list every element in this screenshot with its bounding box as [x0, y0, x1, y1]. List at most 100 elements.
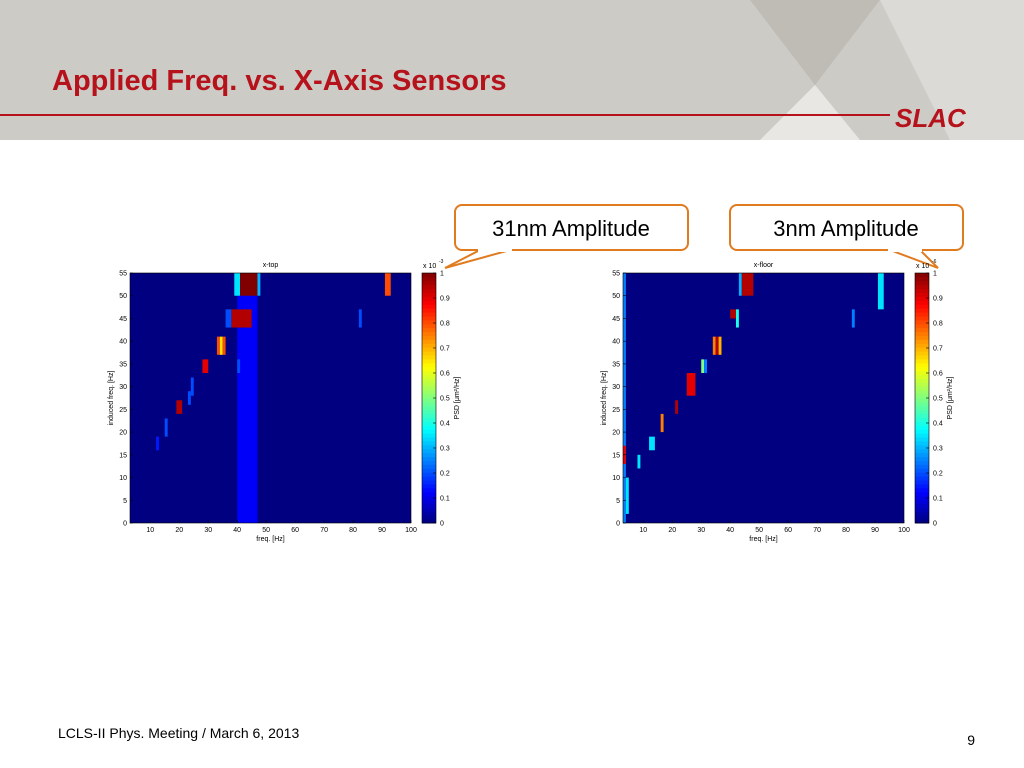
colorbar-slice: [422, 366, 436, 372]
colorbar-tick-label: 0.9: [933, 296, 943, 303]
colorbar-slice: [422, 472, 436, 477]
colorbar-slice: [915, 401, 929, 407]
callout-box: [729, 204, 964, 251]
colorbar-slice: [915, 440, 929, 446]
y-tick-label: 55: [612, 271, 620, 278]
y-tick-label: 30: [119, 384, 127, 391]
colorbar-slice: [915, 323, 929, 329]
colorbar-slice: [422, 460, 436, 465]
colorbar-slice: [422, 398, 436, 403]
x-tick-label: 60: [784, 527, 792, 534]
colorbar-slice: [422, 421, 436, 426]
colorbar-slice: [422, 276, 436, 282]
colorbar-slice: [915, 312, 929, 317]
colorbar-slice: [422, 417, 436, 422]
colorbar-slice: [422, 519, 436, 524]
colorbar-slice: [422, 288, 436, 294]
x-tick-label: 10: [639, 527, 647, 534]
x-tick-label: 30: [204, 527, 212, 534]
colorbar-slice: [915, 308, 929, 313]
plot-frame: [129, 272, 412, 524]
colorbar-slice: [915, 284, 929, 290]
colorbar-slice: [915, 358, 929, 364]
y-tick-label: 10: [612, 475, 620, 482]
colorbar-slice: [915, 421, 929, 426]
colorbar-slice: [915, 347, 929, 352]
colorbar-slice: [422, 394, 436, 399]
y-tick-label: 10: [119, 475, 127, 482]
x-tick-label: 20: [175, 527, 183, 534]
heatmap-cell: [219, 336, 223, 355]
colorbar-slice: [422, 507, 436, 512]
colorbar-slice: [422, 339, 436, 344]
heatmap-cell: [686, 373, 696, 396]
colorbar-slice: [422, 374, 436, 379]
callout-join: [478, 246, 512, 252]
colorbar-slice: [915, 390, 929, 395]
plot-area: [623, 273, 904, 523]
x-tick-label: 100: [898, 527, 910, 534]
colorbar-slice: [915, 437, 929, 442]
y-tick-label: 40: [119, 339, 127, 346]
colorbar-tick-label: 0.7: [933, 346, 943, 353]
colorbar-slice: [422, 308, 436, 313]
heatmap-cell: [240, 273, 258, 296]
x-tick-label: 50: [755, 527, 763, 534]
colorbar-tick-label: 0.4: [440, 421, 450, 428]
colorbar-tick-label: 0.5: [440, 396, 450, 403]
colorbar-slice: [422, 464, 436, 469]
colorbar-tick-label: 0.6: [933, 371, 943, 378]
slide-title: Applied Freq. vs. X-Axis Sensors: [52, 65, 506, 97]
colorbar-tick-label: 0.2: [440, 471, 450, 478]
colorbar-slice: [915, 362, 929, 368]
chart: 10 20 30 40 50 60 70 80 90 1000510152025303540455…: [601, 259, 954, 543]
colorbar-slice: [915, 491, 929, 497]
heatmap-cell: [730, 309, 736, 319]
colorbar-slice: [422, 273, 436, 278]
heatmap-cell: [187, 391, 191, 405]
y-tick-label: 55: [119, 271, 127, 278]
colorbar-slice: [915, 351, 929, 356]
heatmap-cell: [190, 377, 194, 396]
heatmap-cell: [718, 336, 722, 355]
y-tick-label: 35: [119, 361, 127, 368]
heatmap-cell: [222, 336, 226, 355]
heatmap-cell: [156, 436, 159, 451]
colorbar-slice: [422, 495, 436, 501]
colorbar-slice: [422, 370, 436, 376]
colorbar-slice: [422, 515, 436, 520]
x-axis-label: freq. [Hz]: [256, 536, 284, 543]
colorbar-tick-label: 1: [933, 271, 937, 278]
heatmap-cell: [237, 273, 258, 523]
colorbar-slice: [422, 413, 436, 419]
colorbar-slice: [422, 440, 436, 446]
colorbar-slice: [915, 483, 929, 489]
y-tick-label: 15: [612, 452, 620, 459]
y-axis-label: induced freq. [Hz]: [601, 371, 608, 426]
chart-title: x-floor: [754, 262, 774, 269]
logo: SLAC: [895, 103, 967, 133]
colorbar-slice: [915, 464, 929, 469]
colorbar-slice: [915, 499, 929, 504]
x-tick-label: 40: [233, 527, 241, 534]
y-tick-label: 5: [616, 498, 620, 505]
heatmap-cell: [384, 273, 391, 296]
x-tick-label: 100: [405, 527, 417, 534]
chart-title: x-top: [263, 262, 279, 269]
colorbar-slice: [422, 343, 436, 348]
colorbar-slice: [422, 319, 436, 325]
callout-text: 31nm Amplitude: [492, 216, 650, 241]
heatmap-cell: [735, 309, 739, 328]
colorbar-slice: [422, 315, 436, 321]
colorbar-slice: [915, 273, 929, 278]
y-tick-label: 25: [612, 407, 620, 414]
colorbar-slice: [915, 335, 929, 340]
colorbar-tick-label: 1: [440, 271, 444, 278]
colorbar-slice: [422, 355, 436, 360]
x-tick-label: 60: [291, 527, 299, 534]
footer-text: LCLS-II Phys. Meeting / March 6, 2013: [58, 725, 299, 741]
colorbar-tick-label: 0.5: [933, 396, 943, 403]
colorbar-slice: [915, 276, 929, 282]
colorbar-slice: [422, 476, 436, 481]
